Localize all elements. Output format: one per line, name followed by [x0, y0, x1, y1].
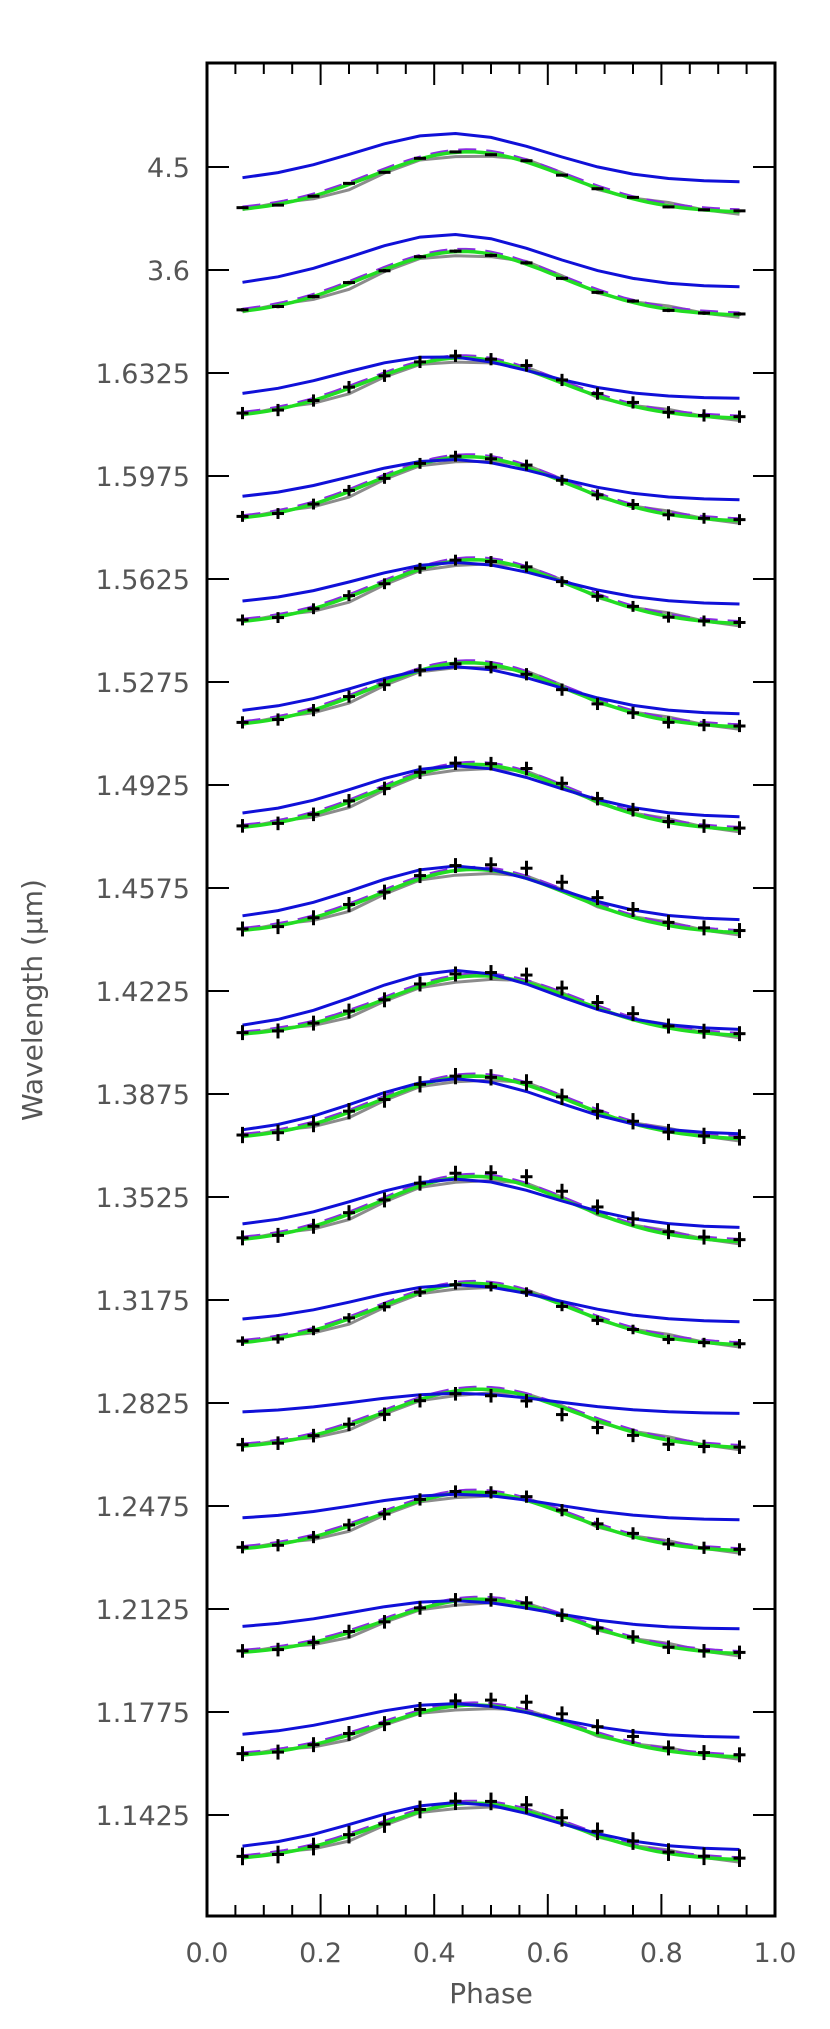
purple-dashed-model-curve	[242, 148, 740, 212]
blue-model-curve	[242, 665, 740, 716]
panel-1.1775	[236, 1692, 746, 1763]
purple-dashed-model-curve	[242, 247, 740, 315]
panel-1.3875	[236, 1067, 746, 1146]
panel-1.4925	[236, 756, 746, 835]
green-model-curve	[242, 1281, 740, 1347]
y-tick-label: 1.5275	[96, 668, 190, 699]
y-tick-label: 1.1425	[96, 1801, 190, 1832]
plot-frame	[205, 61, 777, 1918]
blue-model-curve	[242, 560, 740, 606]
panel-1.3525	[236, 1165, 746, 1248]
x-tick-label: 0.6	[526, 1938, 569, 1969]
panel-1.5275	[236, 657, 746, 733]
y-tick-label: 1.4225	[96, 977, 190, 1008]
panel-4.5	[236, 131, 746, 216]
y-tick-label: 1.2125	[96, 1595, 190, 1626]
y-tick-label: 1.4575	[96, 874, 190, 905]
y-tick-label: 1.5625	[96, 565, 190, 596]
y-tick-label: 1.5975	[96, 462, 190, 493]
panel-1.1425	[236, 1792, 746, 1867]
x-tick-label: 1.0	[754, 1938, 797, 1969]
panel-1.5625	[236, 554, 746, 628]
panel-1.4575	[236, 857, 746, 939]
y-tick-label: 1.3525	[96, 1183, 190, 1214]
chart-marks	[236, 131, 746, 1867]
panel-1.2125	[236, 1593, 746, 1660]
blue-model-curve	[242, 764, 740, 819]
panel-1.3175	[236, 1279, 746, 1349]
x-axis-label: Phase	[449, 1977, 533, 2010]
y-tick-label: 1.2825	[96, 1389, 190, 1420]
green-model-curve	[242, 557, 740, 626]
y-tick-label: 1.3875	[96, 1080, 190, 1111]
x-tick-label: 0.0	[186, 1938, 229, 1969]
tick-labels: 0.0 0.2 0.4 0.6 0.8 1.0 4.5 3.6 1.6325 1.5975 1.56…	[96, 153, 797, 1969]
panel-1.4225	[236, 965, 746, 1042]
axis-ticks	[206, 63, 776, 1916]
panel-1.2825	[236, 1385, 746, 1454]
blue-model-curve	[242, 131, 740, 184]
y-tick-label: 3.6	[147, 256, 190, 287]
y-tick-label: 1.2475	[96, 1492, 190, 1523]
panel-1.5975	[236, 450, 746, 526]
blue-model-curve	[242, 1177, 740, 1229]
panel-1.6325	[236, 349, 746, 423]
y-tick-label: 1.6325	[96, 359, 190, 390]
purple-dashed-model-curve	[242, 1385, 740, 1447]
x-tick-label: 0.2	[299, 1938, 342, 1969]
blue-model-curve	[242, 232, 740, 289]
y-tick-label: 4.5	[147, 153, 190, 184]
x-tick-label: 0.8	[640, 1938, 683, 1969]
panel-1.2475	[236, 1485, 746, 1556]
panel-3.6	[236, 232, 746, 319]
y-tick-label: 1.3175	[96, 1286, 190, 1317]
y-axis-label: Wavelength (μm)	[16, 879, 49, 1121]
y-tick-label: 1.4925	[96, 771, 190, 802]
green-model-curve	[242, 1490, 740, 1553]
green-model-curve	[242, 762, 740, 832]
y-tick-label: 1.1775	[96, 1698, 190, 1729]
x-tick-label: 0.4	[413, 1938, 456, 1969]
blue-model-curve	[242, 457, 740, 502]
